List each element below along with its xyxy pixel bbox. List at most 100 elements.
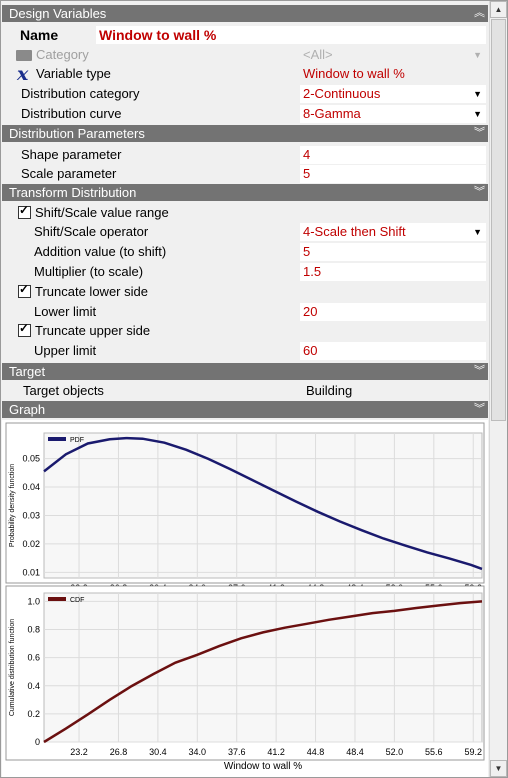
y-axis-label: Probability density function: [9, 464, 16, 547]
category-row: Category <All> ▼: [2, 45, 488, 65]
x-variable-icon: x: [17, 63, 29, 85]
truncate-upper-row: Truncate upper side: [2, 321, 488, 341]
target-objects-label: Target objects: [23, 383, 104, 398]
category-select[interactable]: <All> ▼: [300, 46, 486, 64]
y-tick-label: 0.03: [22, 510, 40, 520]
distribution-curve-value: 8-Gamma: [303, 106, 361, 121]
upper-limit-row: Upper limit 60: [2, 341, 488, 361]
x-tick-label: 48.4: [346, 747, 364, 757]
y-axis-label: Cumulative distribution function: [9, 619, 16, 716]
y-tick-label: 0.02: [22, 539, 40, 549]
charts-svg: 23.2 26.8 30.4 34.0 37.6 41.2 44.8 48.4 52.0 55.6…: [5, 422, 485, 772]
truncate-lower-row: Truncate lower side: [2, 282, 488, 302]
lower-limit-row: Lower limit 20: [2, 302, 488, 322]
target-objects-row: Target objects Building: [2, 381, 488, 401]
distribution-category-row: Distribution category 2-Continuous ▼: [2, 84, 488, 104]
dropdown-arrow-icon[interactable]: ▼: [473, 227, 482, 237]
section-title: Graph: [9, 402, 46, 417]
y-tick-label: 0.6: [27, 653, 40, 663]
y-tick-label: 0.2: [27, 709, 40, 719]
name-field[interactable]: Window to wall %: [96, 26, 486, 44]
x-tick-label: 30.4: [149, 747, 167, 757]
operator-row: Shift/Scale operator 4-Scale then Shift …: [2, 222, 488, 242]
dropdown-arrow-icon[interactable]: ▼: [473, 50, 482, 60]
x-tick-label: 41.2: [267, 747, 285, 757]
addition-label: Addition value (to shift): [34, 244, 167, 259]
operator-value: 4-Scale then Shift: [303, 224, 406, 239]
operator-select[interactable]: 4-Scale then Shift ▼: [300, 223, 486, 241]
lower-limit-field[interactable]: 20: [300, 303, 486, 321]
name-row: Name Window to wall %: [2, 25, 488, 45]
section-target[interactable]: Target ︾: [2, 363, 488, 380]
multiplier-label: Multiplier (to scale): [34, 264, 144, 279]
x-tick-label: 59.2: [464, 747, 482, 757]
series-line: [43, 600, 483, 744]
y-tick-label: 0: [35, 737, 40, 747]
variable-type-value: Window to wall %: [303, 66, 405, 81]
multiplier-field[interactable]: 1.5: [300, 263, 486, 281]
x-tick-label: 52.0: [386, 747, 404, 757]
x-tick-label: 55.6: [425, 747, 443, 757]
double-chevron-icon[interactable]: ︾: [474, 365, 485, 377]
section-design-variables[interactable]: Design Variables ︽: [2, 5, 488, 22]
plot-area: [43, 432, 483, 579]
distribution-category-label: Distribution category: [21, 86, 140, 101]
distribution-curve-label: Distribution curve: [21, 106, 122, 121]
scroll-down-icon[interactable]: ▼: [490, 760, 507, 777]
section-transform-distribution[interactable]: Transform Distribution ︾: [2, 184, 488, 201]
addition-row: Addition value (to shift) 5: [2, 242, 488, 262]
shift-scale-checkbox[interactable]: [18, 203, 31, 219]
shift-scale-row: Shift/Scale value range: [2, 203, 488, 223]
distribution-curve-row: Distribution curve 8-Gamma ▼: [2, 104, 488, 124]
section-title: Transform Distribution: [9, 185, 137, 200]
scale-parameter-label: Scale parameter: [21, 166, 117, 181]
x-axis-label: Window to wall %: [224, 761, 302, 772]
category-value: <All>: [303, 47, 333, 62]
multiplier-row: Multiplier (to scale) 1.5: [2, 262, 488, 282]
section-title: Distribution Parameters: [9, 126, 145, 141]
variable-type-row: x Variable type Window to wall %: [2, 63, 488, 85]
y-tick-label: 0.8: [27, 625, 40, 635]
shape-parameter-field[interactable]: 4: [300, 146, 486, 164]
dropdown-arrow-icon[interactable]: ▼: [473, 89, 482, 99]
section-title: Target: [9, 364, 46, 379]
series-line: [43, 436, 483, 571]
distribution-curve-select[interactable]: 8-Gamma ▼: [300, 105, 486, 123]
addition-field[interactable]: 5: [300, 243, 486, 261]
dropdown-arrow-icon[interactable]: ▼: [473, 109, 482, 119]
folder-icon: [16, 50, 32, 61]
shift-scale-label: Shift/Scale value range: [35, 205, 169, 220]
legend-swatch: [48, 437, 66, 441]
x-tick-label: 37.6: [228, 747, 246, 757]
y-tick-label: 0.05: [22, 454, 40, 464]
scale-parameter-field[interactable]: 5: [300, 165, 486, 183]
double-chevron-icon[interactable]: ︾: [474, 186, 485, 198]
vertical-scrollbar[interactable]: ▲ ▼: [489, 1, 507, 777]
scrollbar-thumb[interactable]: [491, 19, 506, 421]
x-tick-label: 26.8: [110, 747, 128, 757]
double-chevron-icon[interactable]: ︾: [474, 127, 485, 139]
double-chevron-icon[interactable]: ︽: [474, 7, 485, 19]
truncate-upper-checkbox[interactable]: [18, 321, 31, 337]
legend-entry: CDF: [70, 597, 84, 604]
shape-parameter-row: Shape parameter 4: [2, 145, 488, 165]
truncate-lower-checkbox[interactable]: [18, 282, 31, 298]
scroll-up-icon[interactable]: ▲: [490, 1, 507, 18]
x-tick-label: 23.2: [70, 747, 88, 757]
double-chevron-icon[interactable]: ︾: [474, 403, 485, 415]
lower-limit-label: Lower limit: [34, 304, 97, 319]
name-label: Name: [20, 27, 59, 43]
distribution-category-value: 2-Continuous: [303, 86, 381, 101]
upper-limit-field[interactable]: 60: [300, 342, 486, 360]
section-distribution-parameters[interactable]: Distribution Parameters ︾: [2, 125, 488, 142]
x-tick-label: 44.8: [307, 747, 325, 757]
truncate-upper-label: Truncate upper side: [35, 323, 151, 338]
target-objects-value: Building: [306, 383, 353, 398]
plot-area: [43, 592, 483, 743]
y-tick-label: 0.04: [22, 482, 40, 492]
legend-swatch: [48, 597, 66, 601]
variable-type-label: Variable type: [36, 66, 111, 81]
distribution-category-select[interactable]: 2-Continuous ▼: [300, 85, 486, 103]
section-graph[interactable]: Graph ︾: [2, 401, 488, 418]
